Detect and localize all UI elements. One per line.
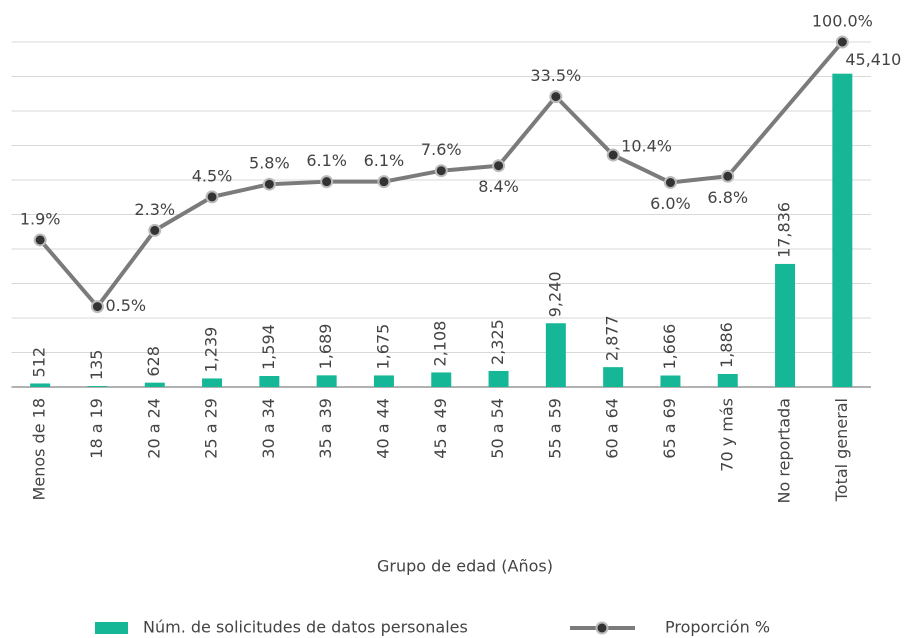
- x-tick-label: 30 a 34: [259, 398, 278, 459]
- bar: [431, 372, 452, 387]
- bar: [202, 378, 223, 387]
- line-marker: [320, 175, 334, 189]
- x-tick-label: 55 a 59: [545, 398, 564, 459]
- line-marker: [33, 233, 47, 247]
- legend-swatch: [95, 622, 128, 634]
- x-tick-label: 40 a 44: [373, 398, 392, 459]
- bar: [373, 375, 394, 387]
- x-tick-label: 35 a 39: [316, 398, 335, 459]
- line-marker: [835, 35, 849, 49]
- bar-value-label: 1,239: [202, 327, 221, 373]
- line-value-label: 4.5%: [192, 166, 233, 185]
- bar: [144, 382, 165, 387]
- x-tick-label: Menos de 18: [30, 398, 49, 500]
- bar: [316, 375, 337, 387]
- line-marker: [492, 159, 506, 173]
- bar: [603, 367, 624, 387]
- bar: [259, 376, 280, 387]
- bar-value-label: 1,666: [660, 324, 679, 370]
- bar-value-label: 628: [144, 346, 163, 377]
- x-tick-label: 18 a 19: [87, 398, 106, 459]
- line-value-label: 0.5%: [105, 296, 146, 315]
- bar-value-label: 1,594: [259, 324, 278, 370]
- x-tick-label: 65 a 69: [660, 398, 679, 459]
- bar: [87, 386, 108, 387]
- line-marker: [606, 148, 620, 162]
- line-value-label: 6.1%: [306, 151, 347, 170]
- line-value-label: 8.4%: [478, 177, 519, 196]
- line-marker: [262, 177, 276, 191]
- bar-value-label: 2,108: [431, 321, 450, 367]
- bar: [832, 73, 853, 388]
- line-value-label: 6.8%: [707, 188, 748, 207]
- line-value-label: 100.0%: [812, 12, 873, 31]
- line-marker: [549, 90, 563, 104]
- line-marker: [148, 223, 162, 237]
- bar-value-label: 45,410: [845, 50, 901, 69]
- line-value-label: 10.4%: [621, 137, 672, 156]
- line-marker: [434, 164, 448, 178]
- legend-label: Núm. de solicitudes de datos personales: [143, 618, 468, 637]
- bar-value-label: 2,325: [488, 319, 507, 365]
- bar-value-label: 17,836: [775, 202, 794, 258]
- line-marker: [377, 175, 391, 189]
- bar: [488, 370, 509, 387]
- bar: [717, 373, 738, 387]
- x-tick-label: 70 y más: [717, 398, 736, 472]
- line-value-label: 7.6%: [421, 140, 462, 159]
- line-value-label: 1.9%: [20, 209, 61, 228]
- line-value-label: 5.8%: [249, 154, 290, 173]
- bar-value-label: 1,689: [316, 324, 335, 370]
- bar-value-label: 2,877: [603, 315, 622, 361]
- bar-value-label: 135: [87, 350, 106, 381]
- x-tick-label: 50 a 54: [488, 398, 507, 459]
- bar-value-label: 1,675: [373, 324, 392, 370]
- x-tick-label: No reportada: [775, 398, 794, 503]
- x-tick-label: 20 a 24: [144, 398, 163, 459]
- line-connector: [726, 40, 844, 178]
- bar-value-label: 9,240: [545, 271, 564, 317]
- legend-label: Proporción %: [665, 618, 770, 637]
- line-value-label: 2.3%: [134, 200, 175, 219]
- line-marker: [721, 169, 735, 183]
- bar: [545, 323, 566, 387]
- legend-marker: [595, 621, 609, 635]
- bar: [775, 263, 796, 387]
- x-tick-label: 45 a 49: [431, 398, 450, 459]
- line-value-label: 33.5%: [530, 66, 581, 85]
- line-marker: [90, 300, 104, 314]
- bar: [660, 375, 681, 387]
- x-tick-label: Total general: [832, 398, 851, 502]
- bar: [30, 383, 51, 387]
- x-tick-label: 60 a 64: [603, 398, 622, 459]
- line-value-label: 6.0%: [650, 194, 691, 213]
- bar-value-label: 512: [30, 347, 49, 378]
- line-value-label: 6.1%: [364, 151, 405, 170]
- x-axis-label: Grupo de edad (Años): [377, 557, 553, 576]
- x-tick-label: 25 a 29: [202, 398, 221, 459]
- line-marker: [663, 176, 677, 190]
- line-marker: [205, 190, 219, 204]
- bar-value-label: 1,886: [717, 322, 736, 368]
